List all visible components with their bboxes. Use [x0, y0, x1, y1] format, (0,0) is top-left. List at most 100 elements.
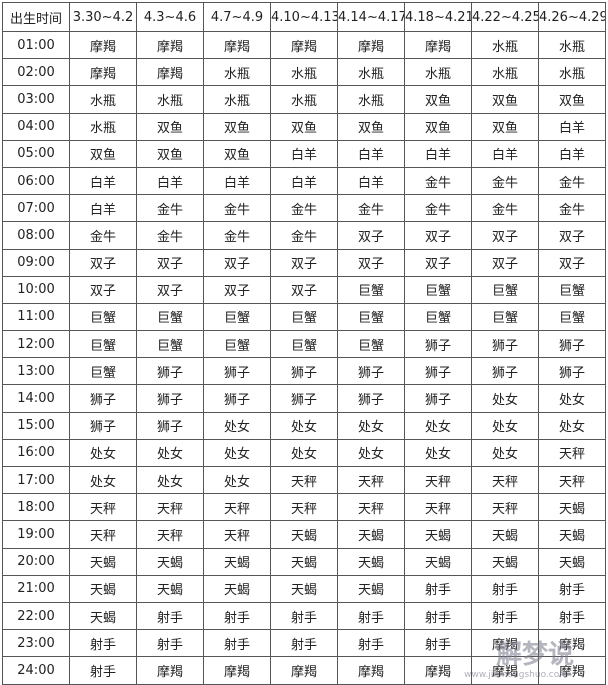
- sign-cell: 摩羯: [136, 30, 204, 60]
- sign-cell: 双子: [404, 221, 472, 250]
- sign-cell: 射手: [337, 601, 405, 631]
- watermark-logo: 解梦说: [495, 640, 574, 670]
- sign-cell: 射手: [337, 629, 405, 658]
- sign-cell: 双鱼: [538, 85, 606, 114]
- header-cell: 4.3~4.6: [136, 2, 204, 32]
- sign-cell: 狮子: [69, 384, 137, 413]
- sign-cell: 天秤: [270, 465, 338, 495]
- sign-cell: 双子: [337, 221, 405, 250]
- sign-cell: 水瓶: [471, 58, 539, 87]
- sign-cell: 摩羯: [404, 656, 472, 685]
- sign-cell: 水瓶: [337, 85, 405, 114]
- sign-cell: 处女: [203, 465, 271, 495]
- header-cell: 3.30~4.2: [69, 2, 137, 32]
- sign-cell: 狮子: [270, 357, 338, 386]
- sign-cell: 狮子: [538, 330, 606, 359]
- sign-cell: 狮子: [136, 357, 204, 386]
- time-cell: 09:00: [2, 248, 70, 277]
- sign-cell: 天秤: [203, 520, 271, 549]
- sign-cell: 天秤: [538, 438, 606, 468]
- time-cell: 22:00: [2, 601, 70, 631]
- time-cell: 14:00: [2, 384, 70, 413]
- sign-cell: 巨蟹: [69, 330, 137, 359]
- sign-cell: 射手: [69, 656, 137, 685]
- sign-cell: 天秤: [136, 493, 204, 522]
- watermark-url: www.jiemengshuo.com: [464, 670, 568, 680]
- table-row: 19:00 天秤 天秤 天秤 天蝎 天蝎 天蝎 天蝎 天蝎: [2, 520, 606, 549]
- sign-cell: 摩羯: [69, 58, 137, 87]
- sign-cell: 白羊: [538, 139, 606, 168]
- sign-cell: 水瓶: [270, 85, 338, 114]
- header-row: 出生时间 3.30~4.2 4.3~4.6 4.7~4.9 4.10~4.13 4.14~…: [2, 2, 606, 32]
- sign-cell: 狮子: [136, 411, 204, 440]
- sign-cell: 巨蟹: [538, 275, 606, 304]
- sign-cell: 射手: [136, 601, 204, 631]
- time-cell: 01:00: [2, 30, 70, 60]
- sign-cell: 水瓶: [538, 58, 606, 87]
- sign-cell: 处女: [404, 438, 472, 468]
- table-row: 14:00 狮子 狮子 狮子 狮子 狮子 狮子 处女 处女: [2, 384, 606, 413]
- sign-cell: 天蝎: [270, 520, 338, 549]
- sign-cell: 白羊: [404, 139, 472, 168]
- sign-cell: 天蝎: [337, 520, 405, 549]
- time-cell: 15:00: [2, 411, 70, 440]
- time-cell: 08:00: [2, 221, 70, 250]
- sign-cell: 天蝎: [404, 520, 472, 549]
- sign-cell: 白羊: [270, 139, 338, 168]
- sign-cell: 摩羯: [203, 30, 271, 60]
- time-cell: 07:00: [2, 194, 70, 223]
- sign-cell: 摩羯: [538, 629, 606, 658]
- sign-cell: 摩羯: [471, 656, 539, 685]
- sign-cell: 天蝎: [136, 574, 204, 603]
- time-cell: 03:00: [2, 85, 70, 114]
- sign-cell: 金牛: [471, 194, 539, 223]
- header-cell: 4.14~4.17: [337, 2, 405, 32]
- sign-cell: 巨蟹: [270, 330, 338, 359]
- sign-cell: 天蝎: [69, 547, 137, 576]
- sign-cell: 天蝎: [203, 547, 271, 576]
- sign-cell: 狮子: [404, 384, 472, 413]
- sign-cell: 摩羯: [270, 656, 338, 685]
- time-cell: 24:00: [2, 656, 70, 685]
- sign-cell: 狮子: [471, 330, 539, 359]
- sign-cell: 双子: [203, 248, 271, 277]
- table-row: 10:00 双子 双子 双子 双子 巨蟹 巨蟹 巨蟹 巨蟹: [2, 275, 606, 304]
- sign-cell: 天蝎: [270, 547, 338, 576]
- header-cell: 4.22~4.25: [471, 2, 539, 32]
- sign-cell: 天秤: [69, 493, 137, 522]
- sign-cell: 天蝎: [538, 547, 606, 576]
- header-cell: 4.18~4.21: [404, 2, 472, 32]
- table-row: 12:00 巨蟹 巨蟹 巨蟹 巨蟹 巨蟹 狮子 狮子 狮子: [2, 330, 606, 359]
- sign-cell: 处女: [69, 465, 137, 495]
- header-cell: 出生时间: [2, 2, 70, 32]
- sign-cell: 摩羯: [136, 58, 204, 87]
- table-row: 04:00 水瓶 双鱼 双鱼 双鱼 双鱼 双鱼 双鱼 白羊: [2, 112, 606, 141]
- sign-cell: 双子: [404, 248, 472, 277]
- sign-cell: 双鱼: [337, 112, 405, 141]
- sign-cell: 摩羯: [337, 656, 405, 685]
- sign-cell: 白羊: [69, 194, 137, 223]
- sign-cell: 白羊: [136, 166, 204, 196]
- sign-cell: 双子: [270, 248, 338, 277]
- sign-cell: 双子: [538, 221, 606, 250]
- sign-cell: 天秤: [337, 493, 405, 522]
- sign-cell: 金牛: [538, 194, 606, 223]
- time-cell: 20:00: [2, 547, 70, 576]
- sign-cell: 水瓶: [538, 30, 606, 60]
- sign-cell: 天蝎: [136, 547, 204, 576]
- sign-cell: 天秤: [270, 493, 338, 522]
- sign-cell: 狮子: [337, 357, 405, 386]
- time-cell: 17:00: [2, 465, 70, 495]
- sign-cell: 双鱼: [136, 112, 204, 141]
- sign-cell: 双鱼: [69, 139, 137, 168]
- sign-cell: 巨蟹: [471, 302, 539, 332]
- sign-cell: 天秤: [471, 465, 539, 495]
- table-row: 08:00 金牛 金牛 金牛 金牛 双子 双子 双子 双子: [2, 221, 606, 250]
- table-row: 13:00 巨蟹 狮子 狮子 狮子 狮子 狮子 狮子 狮子: [2, 357, 606, 386]
- sign-cell: 天秤: [136, 520, 204, 549]
- header-cell: 4.7~4.9: [203, 2, 271, 32]
- sign-cell: 金牛: [337, 194, 405, 223]
- sign-cell: 处女: [136, 438, 204, 468]
